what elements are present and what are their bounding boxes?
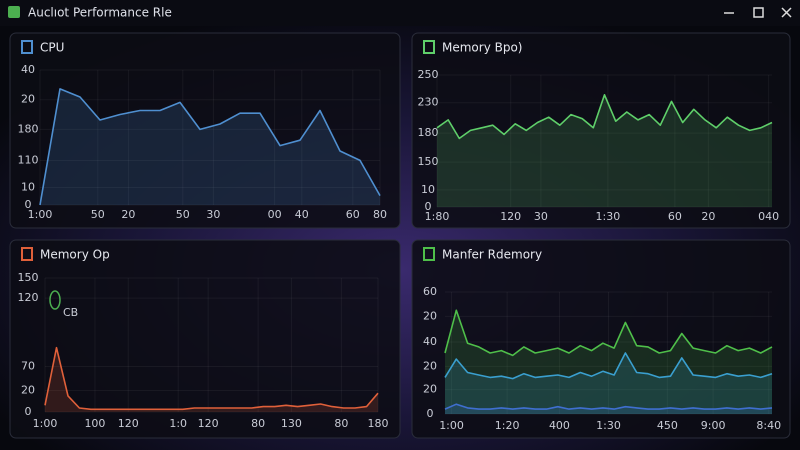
- x-tick-label: 60: [668, 210, 682, 223]
- panel-title: CPU: [40, 41, 64, 55]
- x-tick-label: 30: [534, 210, 548, 223]
- y-tick-label: 20: [21, 384, 35, 397]
- x-tick-label: 120: [198, 417, 219, 430]
- x-tick-label: 20: [701, 210, 715, 223]
- y-tick-label: 70: [21, 359, 35, 372]
- series-line: [444, 309, 773, 357]
- panel-icon: [21, 247, 33, 261]
- x-tick-label: 00: [268, 208, 282, 221]
- x-tick-label: 60: [346, 208, 360, 221]
- y-tick-label: 110: [18, 153, 39, 166]
- panel: Manfer Rdemory 60 20 40 20 20 0 1:00 1:20 400 1:30…: [411, 239, 791, 439]
- panel-title: Manfer Rdemory: [442, 248, 542, 262]
- series-area: [445, 310, 772, 414]
- y-tick-label: 20: [423, 383, 437, 396]
- x-tick-label: 50: [91, 208, 105, 221]
- y-tick-label: 230: [418, 96, 439, 109]
- panel-background: [9, 239, 401, 439]
- x-tick-label: 1:00: [28, 208, 53, 221]
- y-tick-label: 250: [418, 68, 439, 81]
- y-tick-label: 40: [423, 335, 437, 348]
- y-tick-label: 120: [18, 291, 39, 304]
- panel: Memory Bpo)250 230 180 150 10 01:80 120 30 1:30 6…: [411, 32, 791, 229]
- panel-title: Memory Op: [40, 248, 110, 262]
- x-tick-label: 1:0: [169, 417, 187, 430]
- y-tick-label: 20: [21, 93, 35, 106]
- series-line: [39, 88, 381, 206]
- panel-icon: [423, 40, 435, 54]
- y-tick-label: 150: [18, 271, 39, 284]
- y-tick-label: 10: [421, 183, 435, 196]
- y-tick-label: 0: [25, 405, 32, 418]
- y-tick-label: 150: [418, 155, 439, 168]
- x-tick-label: 20: [121, 208, 135, 221]
- series-area: [445, 353, 772, 414]
- title-bar: [0, 0, 800, 26]
- y-tick-label: 0: [427, 407, 434, 420]
- series-line: [436, 94, 773, 140]
- x-tick-label: 120: [118, 417, 139, 430]
- x-tick-label: 450: [657, 419, 678, 432]
- close-button[interactable]: [781, 7, 792, 18]
- x-tick-label: 100: [84, 417, 105, 430]
- window-title: Auclıot Performance Rle: [28, 6, 172, 20]
- x-tick-label: 1:00: [439, 419, 464, 432]
- series-area: [40, 88, 380, 205]
- panel-background: [411, 239, 791, 439]
- y-tick-label: 0: [25, 198, 32, 211]
- y-tick-label: 0: [425, 200, 432, 213]
- x-tick-label: 120: [500, 210, 521, 223]
- panel-title: Memory Bpo): [442, 41, 523, 55]
- x-tick-label: 8:40: [756, 419, 781, 432]
- series-area: [437, 94, 772, 207]
- y-tick-label: 180: [418, 126, 439, 139]
- x-tick-label: 50: [176, 208, 190, 221]
- maximize-button[interactable]: [753, 7, 764, 18]
- y-tick-label: 40: [21, 63, 35, 76]
- panel-icon: [423, 247, 435, 261]
- series-line: [444, 352, 773, 380]
- x-tick-label: 1:30: [595, 210, 620, 223]
- y-tick-label: 10: [21, 180, 35, 193]
- panel: CPU 40 20 180 110 10 01:00 50 20 50 30 00 40 60 80: [9, 32, 401, 229]
- x-tick-label: 400: [549, 419, 570, 432]
- x-tick-label: 130: [281, 417, 302, 430]
- panel-icon: [21, 40, 33, 54]
- x-tick-label: 1:80: [425, 210, 450, 223]
- x-tick-label: 9:00: [701, 419, 726, 432]
- x-tick-label: 1:00: [33, 417, 58, 430]
- app-icon: [8, 6, 20, 18]
- x-tick-label: 30: [206, 208, 220, 221]
- y-tick-label: 60: [423, 285, 437, 298]
- y-tick-label: 20: [423, 359, 437, 372]
- series-line: [444, 403, 773, 410]
- x-tick-label: 80: [373, 208, 387, 221]
- x-tick-label: 80: [334, 417, 348, 430]
- x-tick-label: 040: [758, 210, 779, 223]
- x-tick-label: 80: [251, 417, 265, 430]
- series-line: [44, 346, 379, 411]
- x-tick-label: 1:20: [495, 419, 520, 432]
- y-tick-label: 20: [423, 309, 437, 322]
- x-tick-label: 1:30: [596, 419, 621, 432]
- legend-swatch: [49, 290, 61, 310]
- y-tick-label: 180: [18, 122, 39, 135]
- panel-background: [411, 32, 791, 229]
- x-tick-label: 40: [295, 208, 309, 221]
- legend-label: CB: [63, 306, 78, 319]
- x-tick-label: 180: [368, 417, 389, 430]
- panel-background: [9, 32, 401, 229]
